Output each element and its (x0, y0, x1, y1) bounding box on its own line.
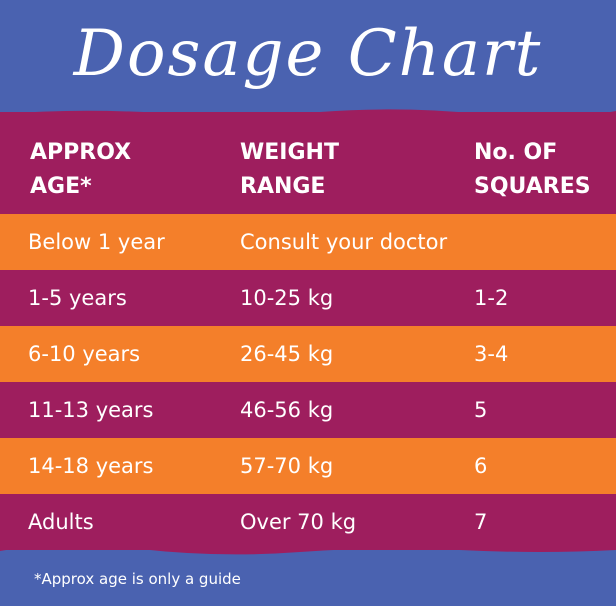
row-age: 11-13 years (28, 398, 154, 422)
header-no-of-squares-line2: SQUARES (474, 174, 591, 199)
header-weight-range-line1: WEIGHT (240, 140, 339, 165)
row-age: Below 1 year (28, 230, 165, 254)
top-wave-edge (0, 109, 616, 120)
row-squares: 5 (474, 398, 488, 422)
table-row: 14-18 years 57-70 kg 6 (0, 438, 616, 494)
row-weight: 10-25 kg (240, 286, 334, 310)
table-row: 6-10 years 26-45 kg 3-4 (0, 326, 616, 382)
row-squares: 3-4 (474, 342, 509, 366)
row-weight: 57-70 kg (240, 454, 334, 478)
row-weight: Consult your doctor (240, 230, 448, 254)
row-age: 14-18 years (28, 454, 154, 478)
row-age: 6-10 years (28, 342, 141, 366)
row-weight: 46-56 kg (240, 398, 334, 422)
row-weight: 26-45 kg (240, 342, 334, 366)
header-approx-age-line2: AGE* (30, 174, 92, 199)
header-approx-age-line1: APPROX (30, 140, 132, 165)
row-weight: Over 70 kg (240, 510, 357, 534)
header-weight-range-line2: RANGE (240, 174, 326, 199)
row-squares: 7 (474, 510, 488, 534)
row-squares: 6 (474, 454, 488, 478)
header-weight-range: WEIGHT RANGE (240, 136, 339, 204)
title-band (0, 0, 616, 112)
header-no-of-squares-line1: No. OF (474, 140, 558, 165)
row-age: 1-5 years (28, 286, 127, 310)
footnote: *Approx age is only a guide (34, 570, 241, 588)
row-age: Adults (28, 510, 94, 534)
table-row: 11-13 years 46-56 kg 5 (0, 382, 616, 438)
table-header-row: APPROX AGE* WEIGHT RANGE No. OF SQUARES (0, 112, 616, 214)
page-title: Dosage Chart (73, 17, 543, 91)
bottom-wave-edge (0, 544, 616, 555)
header-approx-age: APPROX AGE* (30, 136, 131, 204)
table-row: Adults Over 70 kg 7 (0, 494, 616, 550)
row-squares: 1-2 (474, 286, 509, 310)
header-no-of-squares: No. OF SQUARES (474, 136, 591, 204)
table-row: 1-5 years 10-25 kg 1-2 (0, 270, 616, 326)
table-row: Below 1 year Consult your doctor (0, 214, 616, 270)
